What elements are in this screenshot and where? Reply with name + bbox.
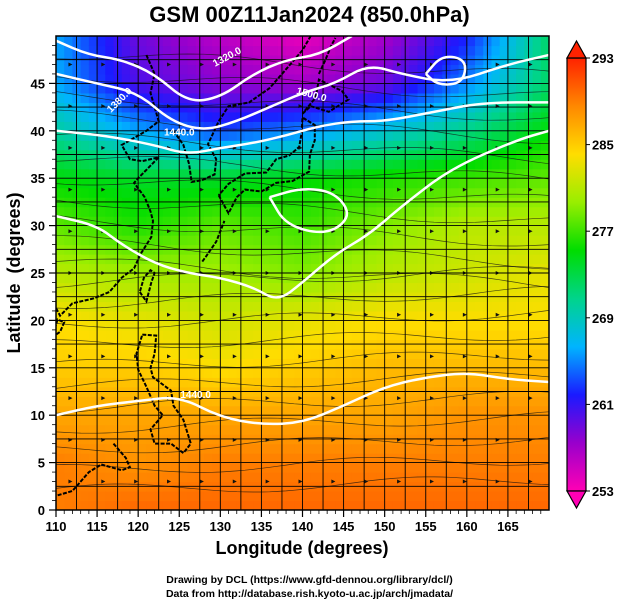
colorbar-tick-label: 269 (592, 311, 614, 326)
y-tick-label: 40 (31, 124, 45, 139)
grid-lines (56, 36, 549, 510)
x-axis-label: Longitude (degrees) (215, 538, 388, 558)
y-tick-label: 45 (31, 76, 45, 91)
x-tick-label: 115 (87, 519, 108, 534)
x-tick-label: 145 (333, 519, 355, 534)
y-tick-label: 10 (31, 408, 45, 423)
y-tick-label: 25 (31, 266, 45, 281)
contour-label: 1440.0 (180, 390, 211, 401)
x-tick-label: 165 (497, 519, 519, 534)
y-tick-label: 0 (38, 503, 45, 518)
credit-drawing: Drawing by DCL (https://www.gfd-dennou.o… (166, 574, 453, 586)
colorbar-scale (566, 57, 587, 492)
colorbar-tick-label: 285 (592, 138, 614, 153)
y-axis-label: Latitude (degrees) (4, 192, 24, 353)
colorbar-tick-label: 293 (592, 51, 614, 66)
x-tick-label: 150 (374, 519, 396, 534)
y-axis-ticks: 0 5 10 15 20 25 30 35 40 45 (31, 45, 56, 518)
colorbar-tick-label: 277 (592, 224, 614, 239)
y-tick-label: 15 (31, 361, 45, 376)
contour-label: 1440.0 (164, 128, 195, 139)
colorbar-tick-label: 253 (592, 484, 614, 499)
chart-title: GSM 00Z11Jan2024 (850.0hPa) (149, 2, 470, 27)
x-tick-label: 120 (127, 519, 149, 534)
y-tick-label: 30 (31, 219, 45, 234)
geopotential-contours (56, 36, 549, 426)
credit-data-source: Data from http://database.rish.kyoto-u.a… (165, 588, 454, 600)
y-tick-label: 5 (38, 456, 45, 471)
x-tick-label: 155 (415, 519, 437, 534)
x-tick-label: 135 (251, 519, 273, 534)
x-tick-label: 110 (46, 519, 67, 534)
x-axis-ticks: 110 115 120 125 130 135 140 145 150 155 160 165 (46, 510, 542, 534)
colorbar-min-arrow (565, 490, 588, 510)
x-tick-label: 125 (168, 519, 190, 534)
colorbar: 293 285 277 269 261 253 (565, 39, 614, 510)
y-tick-label: 35 (31, 171, 45, 186)
y-tick-label: 20 (31, 313, 45, 328)
x-tick-label: 140 (292, 519, 314, 534)
x-tick-label: 130 (209, 519, 231, 534)
colorbar-max-arrow (565, 39, 588, 59)
x-tick-label: 160 (456, 519, 478, 534)
colorbar-tick-label: 261 (592, 397, 614, 412)
